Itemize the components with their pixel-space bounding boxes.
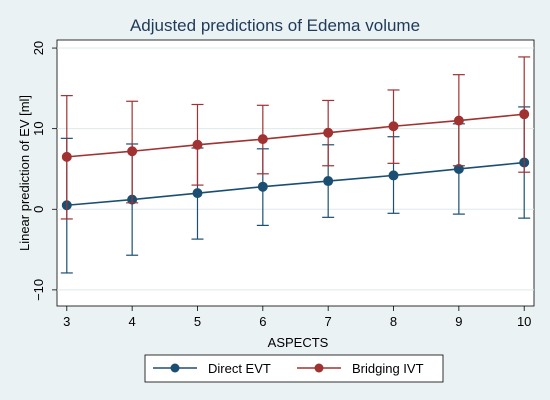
x-tick-label: 4 xyxy=(129,314,136,329)
legend-marker xyxy=(314,363,324,373)
y-tick-label: −10 xyxy=(31,279,46,301)
x-tick-label: 10 xyxy=(517,314,531,329)
legend-marker xyxy=(170,363,180,373)
data-point xyxy=(323,176,334,187)
y-tick-label: 0 xyxy=(31,206,46,213)
data-point xyxy=(257,181,268,192)
series-1 xyxy=(60,56,531,220)
data-point xyxy=(192,188,203,199)
legend: Direct EVT Bridging IVT xyxy=(144,354,444,383)
data-point xyxy=(127,146,138,157)
x-tick-label: 5 xyxy=(194,314,201,329)
y-tick-label: 10 xyxy=(31,121,46,135)
x-tick-label: 7 xyxy=(325,314,332,329)
data-point xyxy=(388,121,399,132)
axis-ticks: −10 0 10 20 3 4 5 6 7 8 9 10 xyxy=(31,41,531,329)
x-axis-label: ASPECTS xyxy=(268,335,329,350)
x-tick-label: 8 xyxy=(390,314,397,329)
series-layer xyxy=(60,56,531,274)
y-tick-label: 20 xyxy=(31,41,46,55)
series-line xyxy=(66,113,525,158)
data-point xyxy=(192,139,203,150)
y-axis-label: Linear prediction of EV [ml] xyxy=(17,95,32,251)
grid-lines xyxy=(57,47,534,291)
legend-label: Bridging IVT xyxy=(352,361,424,376)
data-point xyxy=(257,134,268,145)
series-line xyxy=(66,161,525,207)
x-tick-label: 3 xyxy=(63,314,70,329)
data-point xyxy=(61,151,72,162)
data-point xyxy=(453,115,464,126)
x-tick-label: 9 xyxy=(455,314,462,329)
chart-title: Adjusted predictions of Edema volume xyxy=(130,16,420,35)
x-tick-label: 6 xyxy=(259,314,266,329)
legend-label: Direct EVT xyxy=(208,361,271,376)
data-point xyxy=(388,170,399,181)
plot-area xyxy=(56,39,535,307)
data-point xyxy=(519,109,530,120)
data-point xyxy=(323,127,334,138)
